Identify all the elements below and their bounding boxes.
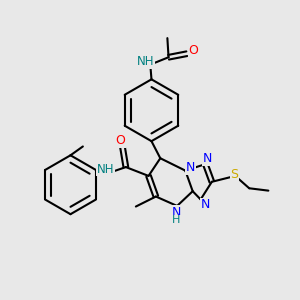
- Text: N: N: [172, 206, 181, 219]
- Text: N: N: [186, 161, 195, 174]
- Text: O: O: [115, 134, 125, 147]
- Text: O: O: [189, 44, 199, 57]
- Text: NH: NH: [137, 55, 154, 68]
- Text: S: S: [230, 168, 238, 181]
- Text: H: H: [172, 215, 181, 225]
- Text: N: N: [200, 198, 210, 211]
- Text: N: N: [203, 152, 212, 165]
- Text: NH: NH: [97, 163, 115, 176]
